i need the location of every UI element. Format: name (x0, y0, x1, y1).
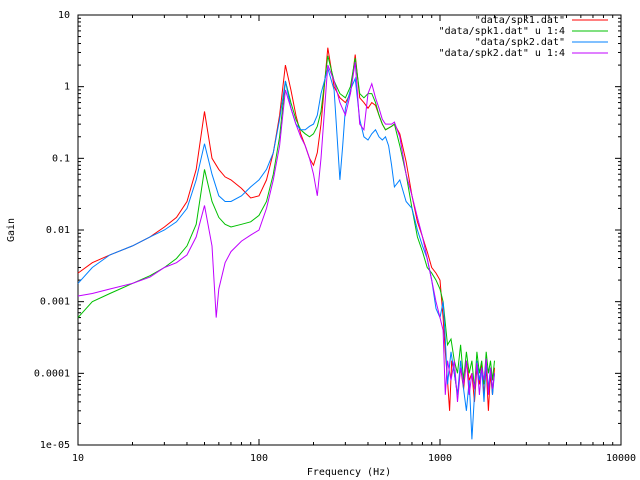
legend-label-4: "data/spk2.dat" u 1:4 (439, 48, 565, 59)
x-tick-label: 100 (250, 453, 268, 464)
y-tick-label: 10 (58, 10, 70, 21)
y-tick-label: 0.1 (52, 153, 70, 164)
series-lines (77, 47, 495, 440)
y-tick-label: 0.01 (46, 225, 70, 236)
x-axis-ticks: 10 100 1000 10000 (72, 15, 636, 464)
series-line-4 (77, 62, 495, 402)
legend-label-3: "data/spk2.dat" (475, 37, 565, 48)
legend: "data/spk1.dat""data/spk1.dat" u 1:4"dat… (439, 15, 608, 59)
y-tick-label: 1 (64, 82, 70, 93)
series-line-2 (77, 55, 495, 390)
x-tick-label: 1000 (428, 453, 452, 464)
legend-label-1: "data/spk1.dat" (475, 15, 565, 26)
x-tick-label: 10 (72, 453, 84, 464)
y-tick-label: 0.0001 (34, 368, 70, 379)
y-tick-label: 0.001 (40, 297, 70, 308)
y-axis-ticks: 10 1 0.1 0.01 0.001 0.0001 1e-05 (34, 10, 621, 451)
y-axis-label: Gain (6, 218, 17, 242)
series-line-3 (77, 66, 495, 440)
series-line-1 (77, 47, 495, 411)
legend-label-2: "data/spk1.dat" u 1:4 (439, 26, 565, 37)
x-axis-label: Frequency (Hz) (307, 467, 391, 478)
x-tick-label: 10000 (606, 453, 636, 464)
y-tick-label: 1e-05 (40, 440, 70, 451)
